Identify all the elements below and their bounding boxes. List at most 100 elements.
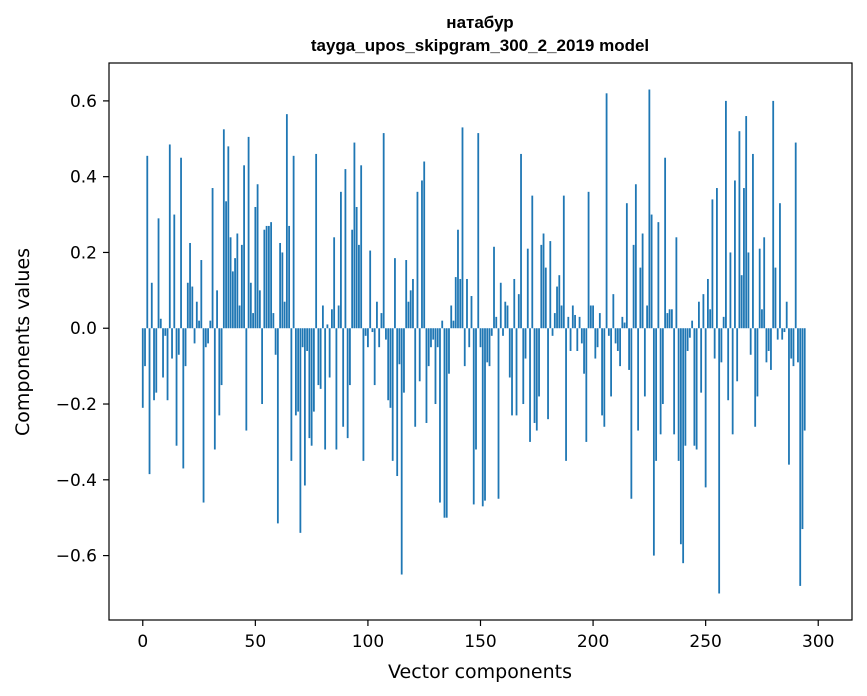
bar [423,161,426,329]
bar [729,252,732,329]
bar [628,328,630,370]
bar [171,328,173,359]
bar [407,301,410,329]
bar [475,328,477,450]
bar [459,278,462,329]
bar [432,328,435,340]
bar [580,328,583,344]
bar [779,203,781,329]
x-tick-label: 150 [464,632,496,652]
bar [146,155,149,329]
y-tick-label: 0.0 [70,319,97,339]
bar [141,328,144,408]
bar [481,328,484,507]
bar [556,286,558,329]
bar [666,313,669,329]
bar [425,328,428,423]
bar [261,328,263,405]
bar [252,313,254,329]
bar [578,316,581,329]
bar [358,244,360,329]
bar [189,242,191,329]
bar [553,313,556,329]
bar [542,233,545,329]
bar [605,93,608,329]
bar [707,278,709,329]
bar [610,328,612,397]
bar [394,258,396,329]
x-axis-label: Vector components [388,661,572,683]
x-tick-label: 0 [137,632,148,652]
bar [461,127,464,329]
bar [155,328,158,393]
bar [596,328,599,348]
bar [673,328,676,435]
bar [222,129,225,329]
bar [281,252,284,329]
bar [344,169,347,329]
bar [785,301,788,329]
x-tick-label: 300 [802,632,834,652]
bar [770,328,772,370]
bar [234,258,236,329]
bar [583,328,585,374]
bar [558,275,561,329]
bar [531,195,534,329]
bar [400,328,403,575]
bar [688,328,691,338]
bar [731,328,734,435]
bar [797,328,799,363]
y-tick-label: −0.6 [56,547,97,567]
bar [702,294,705,329]
bar [551,328,554,336]
bar [362,328,365,461]
bar [256,184,259,329]
bar [225,201,227,329]
bar [373,328,376,386]
bar [207,328,209,344]
bar [763,237,766,329]
bar [565,328,567,461]
bar [216,290,218,329]
bar [376,301,378,329]
bar [477,133,480,329]
bar [371,328,374,333]
bar [472,328,475,505]
bar [297,328,300,412]
bar [193,328,196,344]
bar [616,328,619,351]
bar [211,188,214,329]
bar [463,328,466,367]
bar [430,328,432,348]
bar [301,328,304,348]
bar [695,328,698,450]
bar [303,328,306,486]
bar [803,328,806,431]
bar [180,157,182,329]
bar [439,328,441,503]
bar [351,229,354,329]
bar [612,294,615,329]
bar [495,316,498,329]
bar [191,286,194,329]
bar [445,328,448,518]
bar [686,328,689,351]
bar [614,328,617,344]
bar [526,248,529,329]
bar [488,328,491,367]
bar [625,203,628,329]
bar [290,328,293,461]
bar [342,328,345,427]
bar [162,328,164,378]
bar [349,328,351,386]
bar [263,229,266,329]
bar [272,313,275,329]
bar [668,309,671,329]
bar [533,328,536,423]
bar [229,237,232,329]
bar [306,328,309,351]
y-tick-label: 0.6 [70,92,97,112]
bar [144,328,146,367]
bar [499,282,502,329]
